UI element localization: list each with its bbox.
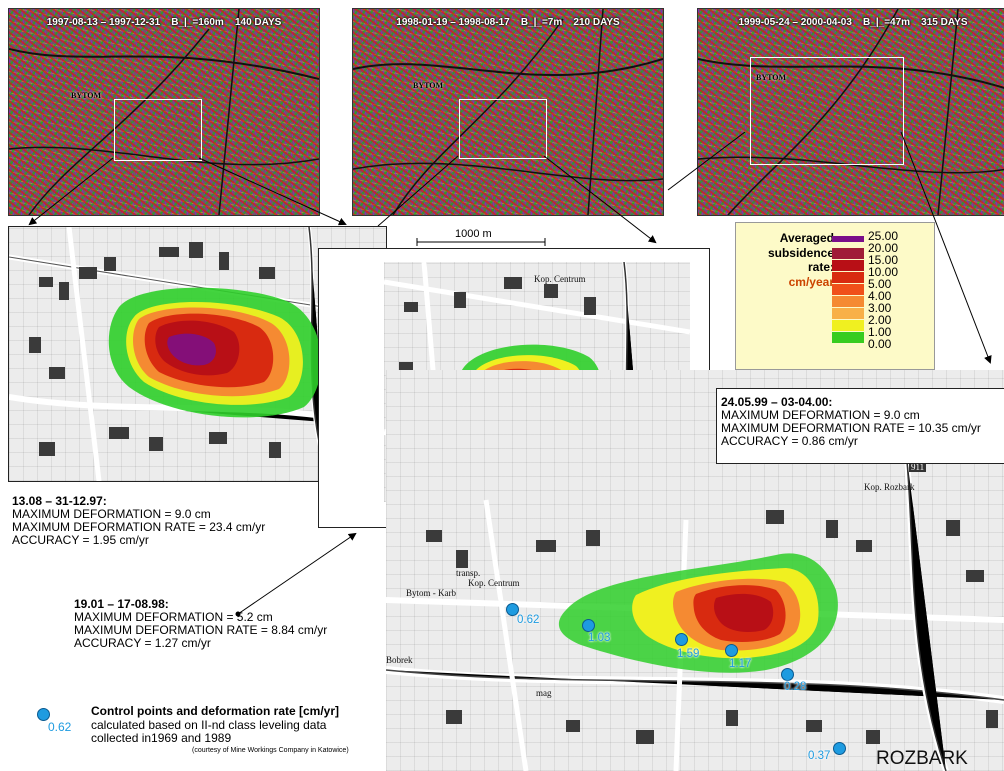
control-point <box>725 644 738 657</box>
legend-class-value: 4.00 <box>868 289 892 303</box>
label-kop-rozbark: Kop. Rozbark <box>864 482 915 492</box>
control-point-value: 0.62 <box>517 614 540 626</box>
control-point-legend-line-2: collected in1969 and 1989 <box>91 731 232 745</box>
control-point <box>675 633 688 646</box>
control-point-value: 0.37 <box>808 750 831 762</box>
scale-bar-label: 1000 m <box>455 228 492 240</box>
interferogram-town-label: BYTOM <box>71 91 102 100</box>
legend-color-swatch <box>832 260 864 271</box>
control-point-value: 1.03 <box>588 632 611 644</box>
period-1-max-rate: MAXIMUM DEFORMATION RATE = 23.4 cm/yr <box>12 520 266 534</box>
control-point-legend-marker <box>37 708 50 721</box>
interferogram-2: BYTOM 1998-01-19 – 1998-08-17 B_|_=7m 21… <box>352 8 664 216</box>
interferogram-header: 1998-01-19 – 1998-08-17 B_|_=7m 210 DAYS <box>396 17 620 28</box>
period-2-accuracy: ACCURACY = 1.27 cm/yr <box>74 636 211 650</box>
interferogram-roads <box>9 9 319 215</box>
interferogram-3: BYTOM 1999-05-24 – 2000-04-03 B_|_=47m 3… <box>697 8 1004 216</box>
interferogram-town-label: BYTOM <box>413 81 444 90</box>
period-3-text: 24.05.99 – 03-04.00: MAXIMUM DEFORMATION… <box>721 396 981 448</box>
control-point-legend-value: 0.62 <box>48 720 72 734</box>
zoom-box <box>114 99 202 161</box>
zoom-box <box>750 57 904 165</box>
interferogram-fringes <box>353 9 663 215</box>
legend-title: Averaged subsidence rate: cm/year <box>767 231 834 289</box>
label-transp: transp. <box>456 568 481 578</box>
control-point-value: 1.17 <box>729 658 752 670</box>
label-kop-centrum: Kop. Centrum <box>468 578 520 588</box>
legend-class-value: 15.00 <box>868 253 899 267</box>
label-bobrek: Bobrek <box>386 655 413 665</box>
legend-color-swatch <box>832 236 864 242</box>
courtesy-note: (courtesy of Mine Workings Company in Ka… <box>192 747 349 754</box>
label-bytom-karb: Bytom - Karb <box>406 588 456 598</box>
label-mag: mag <box>536 688 552 698</box>
zoom-box <box>459 99 547 159</box>
interferogram-1: BYTOM 1997-08-13 – 1997-12-31 B_|_=160m … <box>8 8 320 216</box>
interferogram-roads <box>353 9 663 215</box>
label-road-911: 911 <box>909 462 927 472</box>
control-point <box>781 668 794 681</box>
control-point-legend-title: Control points and deformation rate [cm/… <box>91 704 340 718</box>
legend-color-swatch <box>832 296 864 307</box>
period-2-max-rate: MAXIMUM DEFORMATION RATE = 8.84 cm/yr <box>74 623 328 637</box>
control-point-value: 0.28 <box>784 681 807 693</box>
legend-class-value: 5.00 <box>868 277 892 291</box>
period-3-accuracy: ACCURACY = 0.86 cm/yr <box>721 434 858 448</box>
legend-color-swatch <box>832 272 864 283</box>
control-point <box>506 603 519 616</box>
legend-color-swatch <box>832 332 864 343</box>
legend-class-value: 2.00 <box>868 313 892 327</box>
subsidence-legend: Averaged subsidence rate: cm/year 25.00 2… <box>735 222 935 370</box>
legend-color-swatch <box>832 248 864 259</box>
subsidence-overlay <box>108 287 322 418</box>
period-3-heading: 24.05.99 – 03-04.00: <box>721 395 833 409</box>
legend-class-value: 10.00 <box>868 265 899 279</box>
period-1-max-deformation: MAXIMUM DEFORMATION = 9.0 cm <box>12 507 211 521</box>
period-2-max-deformation: MAXIMUM DEFORMATION = 5.2 cm <box>74 610 273 624</box>
period-2-text: 19.01 – 17-08.98: MAXIMUM DEFORMATION = … <box>74 598 327 650</box>
control-point-legend-line-1: calculated based on II-nd class leveling… <box>91 717 327 732</box>
period-3-max-deformation: MAXIMUM DEFORMATION = 9.0 cm <box>721 408 920 422</box>
interferogram-fringes <box>698 9 1004 215</box>
interferogram-header: 1997-08-13 – 1997-12-31 B_|_=160m 140 DA… <box>46 17 282 28</box>
period-3-info <box>716 388 1004 464</box>
legend-class-value: 25.00 <box>868 229 899 243</box>
period-1-text: 13.08 – 31-12.97: MAXIMUM DEFORMATION = … <box>12 495 265 547</box>
interferogram-town-label: BYTOM <box>756 73 787 82</box>
period-3-max-rate: MAXIMUM DEFORMATION RATE = 10.35 cm/yr <box>721 421 981 435</box>
legend-color-swatch <box>832 284 864 295</box>
scale-bar <box>416 238 546 246</box>
control-point-legend-text: Control points and deformation rate [cm/… <box>91 704 340 746</box>
interferogram-fringes <box>9 9 319 215</box>
label-kop-centrum: Kop. Centrum <box>534 274 586 284</box>
legend-class-value: 0.00 <box>868 337 892 351</box>
period-1-accuracy: ACCURACY = 1.95 cm/yr <box>12 533 149 547</box>
control-point <box>833 742 846 755</box>
period-1-heading: 13.08 – 31-12.97: <box>12 494 107 508</box>
control-point <box>582 619 595 632</box>
legend-color-swatch <box>832 308 864 319</box>
period-2-heading: 19.01 – 17-08.98: <box>74 597 169 611</box>
legend-class-value: 1.00 <box>868 325 892 339</box>
legend-color-swatch <box>832 320 864 331</box>
legend-class-value: 20.00 <box>868 241 899 255</box>
interferogram-roads <box>698 9 1004 215</box>
control-point-value: 1.59 <box>677 648 700 660</box>
interferogram-header: 1999-05-24 – 2000-04-03 B_|_=47m 315 DAY… <box>738 17 968 28</box>
label-rozbark: ROZBARK <box>876 748 968 769</box>
legend-class-value: 3.00 <box>868 301 892 315</box>
